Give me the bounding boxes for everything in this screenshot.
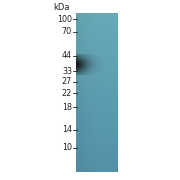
- Text: 27: 27: [62, 78, 72, 87]
- Text: 70: 70: [62, 28, 72, 37]
- Text: 33: 33: [62, 66, 72, 75]
- Text: 10: 10: [62, 143, 72, 152]
- Text: 18: 18: [62, 102, 72, 111]
- Text: 14: 14: [62, 125, 72, 134]
- Text: kDa: kDa: [53, 3, 70, 12]
- Text: 44: 44: [62, 51, 72, 60]
- Text: 22: 22: [62, 89, 72, 98]
- Text: 100: 100: [57, 15, 72, 24]
